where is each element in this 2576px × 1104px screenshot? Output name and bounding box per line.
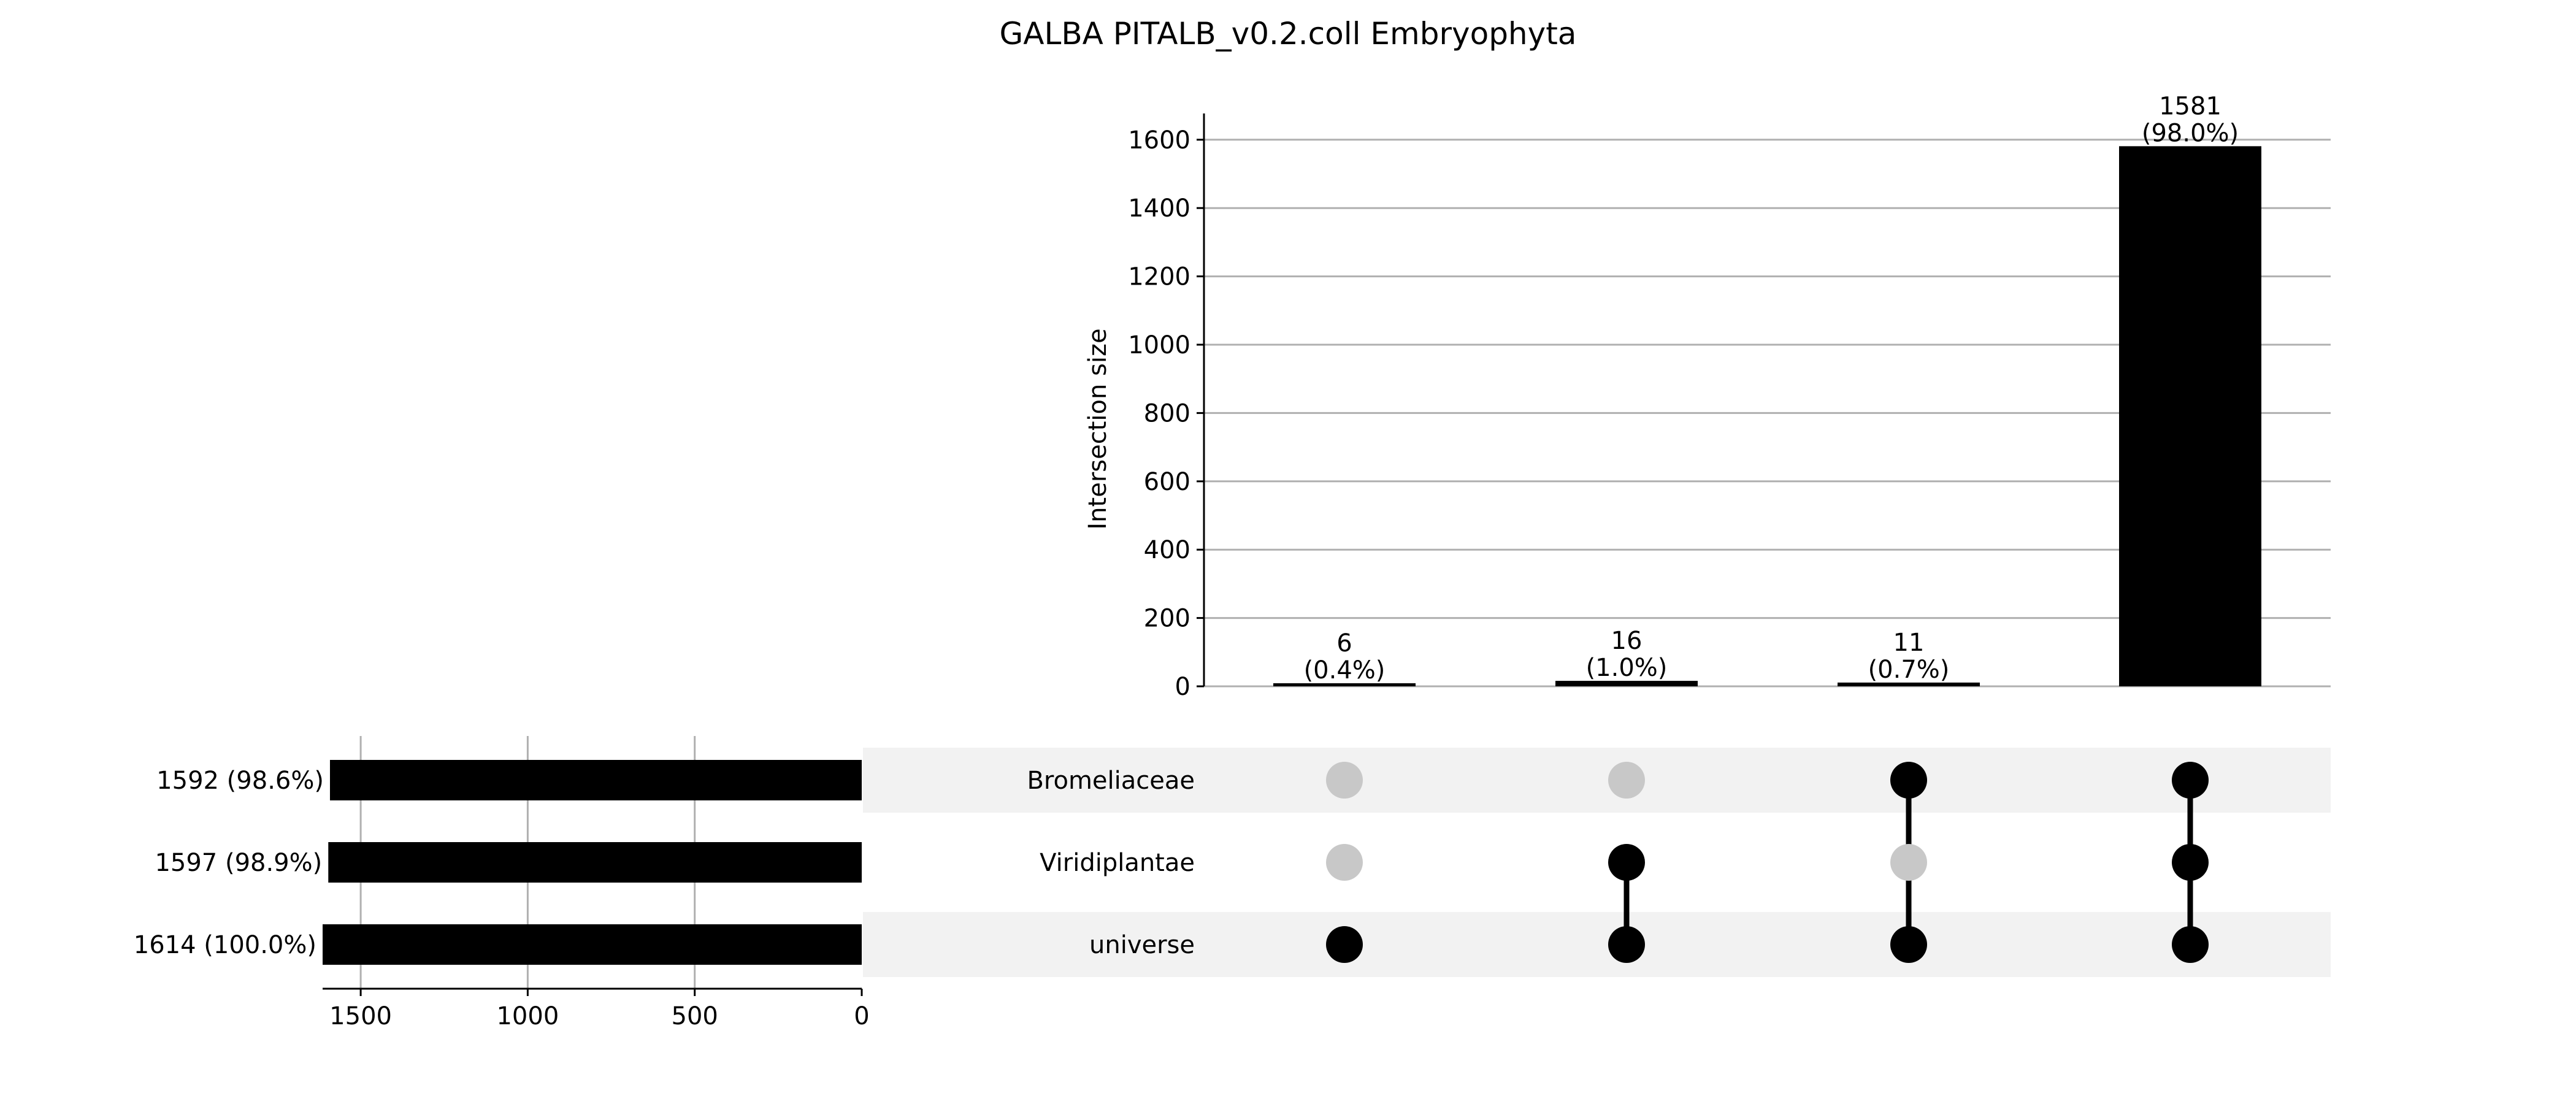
matrix-dot-active: [2172, 926, 2209, 963]
y-tick-label: 800: [1144, 399, 1190, 427]
set-size-bars: 1592 (98.6%) 1597 (98.9%) 1614 (100.0%): [134, 760, 862, 965]
intersection-bar: [1555, 681, 1698, 686]
intersection-bar: [1273, 683, 1416, 686]
y-tick-label: 400: [1144, 536, 1190, 564]
matrix-dot-active: [1890, 926, 1927, 963]
intersection-bar: [2119, 146, 2261, 686]
set-row-stripes: [863, 748, 2331, 977]
set-size-label: 1597 (98.9%): [155, 849, 322, 877]
bar-percent-label: (1.0%): [1586, 654, 1668, 682]
set-name-label: universe: [1089, 931, 1195, 959]
y-tick-label: 200: [1144, 605, 1190, 633]
intersection-bars: 6(0.4%) 16(1.0%) 11(0.7%) 1581(98.0%): [1273, 92, 2261, 686]
set-name-label: Bromeliaceae: [1027, 767, 1195, 795]
bar-count-label: 6: [1336, 629, 1352, 657]
y-tick-label: 600: [1144, 468, 1190, 496]
set-size-bar: [323, 924, 862, 965]
matrix-dot-inactive: [1608, 762, 1645, 799]
matrix-dot-active: [1890, 762, 1927, 799]
matrix-dot-active: [1608, 844, 1645, 881]
y-tick-label: 1000: [1128, 331, 1190, 359]
matrix-dot-active: [2172, 762, 2209, 799]
set-size-bar: [328, 842, 862, 883]
set-row-stripe: [863, 912, 2331, 977]
set-size-tick-label: 500: [672, 1002, 718, 1030]
set-name-label: Viridiplantae: [1040, 849, 1195, 877]
matrix-dot-inactive: [1326, 844, 1363, 881]
matrix-dot-active: [1608, 926, 1645, 963]
y-tick-label: 0: [1175, 673, 1190, 701]
bar-percent-label: (0.4%): [1304, 656, 1386, 684]
matrix-dot-inactive: [1326, 762, 1363, 799]
y-tick-label: 1600: [1128, 126, 1190, 155]
y-tick-label: 1400: [1128, 194, 1190, 223]
set-size-label: 1614 (100.0%): [134, 931, 316, 959]
bar-count-label: 1581: [2159, 92, 2221, 120]
axes: 0 200 400 600 800 1000 1200 1400 1600 1500 1000 500…: [323, 113, 1205, 1030]
intersection-matrix: Bromeliaceae Viridiplantae universe: [1027, 762, 2209, 963]
matrix-dot-active: [2172, 844, 2209, 881]
bar-percent-label: (0.7%): [1868, 656, 1950, 684]
bar-count-label: 16: [1611, 627, 1643, 655]
y-axis-label: Intersection size: [1084, 328, 1112, 529]
set-row-stripe: [863, 748, 2331, 813]
bar-count-label: 11: [1893, 629, 1925, 657]
set-size-label: 1592 (98.6%): [156, 767, 324, 795]
set-size-tick-label: 1000: [496, 1002, 559, 1030]
set-size-tick-label: 0: [854, 1002, 869, 1030]
bar-percent-label: (98.0%): [2142, 119, 2239, 147]
chart-title: GALBA PITALB_v0.2.coll Embryophyta: [1000, 16, 1577, 52]
y-tick-label: 1200: [1128, 263, 1190, 291]
intersection-bar: [1838, 682, 1980, 686]
matrix-dot-inactive: [1890, 844, 1927, 881]
matrix-dot-active: [1326, 926, 1363, 963]
set-size-bar: [329, 760, 862, 800]
set-size-tick-label: 1500: [329, 1002, 392, 1030]
